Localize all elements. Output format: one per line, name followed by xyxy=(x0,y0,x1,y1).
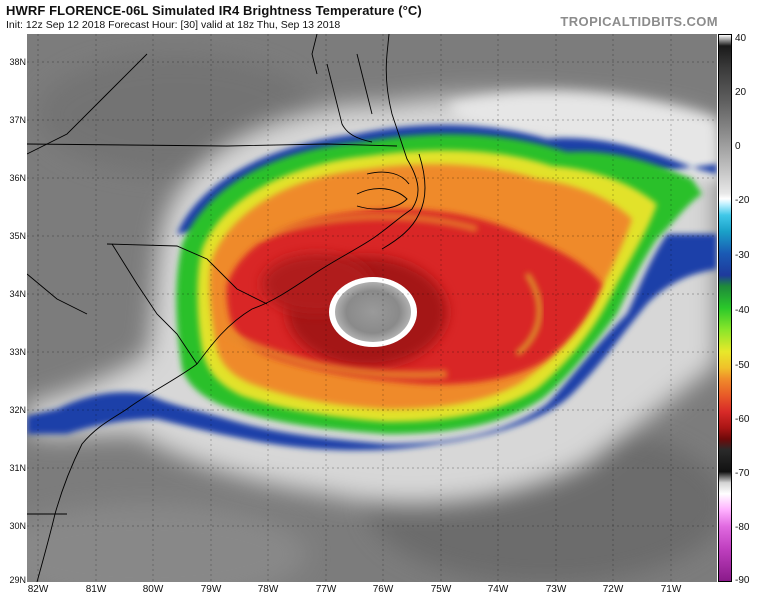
lon-label-72: 72W xyxy=(602,584,624,595)
graticule xyxy=(27,34,717,582)
lat-label-36: 36N xyxy=(9,173,26,183)
cbar-label-m70: -70 xyxy=(735,468,750,479)
lon-label-76: 76W xyxy=(372,584,394,595)
cbar-label-m20: -20 xyxy=(735,195,750,206)
cbar-label-m90: -90 xyxy=(735,575,750,586)
lon-label-71: 71W xyxy=(660,584,682,595)
cbar-label-m30: -30 xyxy=(735,250,750,261)
brightness-temperature-field xyxy=(27,34,717,582)
cbar-label-m60: -60 xyxy=(735,414,750,425)
lon-label-74: 74W xyxy=(487,584,509,595)
run-info: Init: 12z Sep 12 2018 Forecast Hour: [30… xyxy=(6,19,341,31)
lat-label-30: 30N xyxy=(9,521,26,531)
lat-label-34: 34N xyxy=(9,289,26,299)
lon-label-75: 75W xyxy=(430,584,452,595)
site-brand[interactable]: TROPICALTIDBITS.COM xyxy=(560,14,718,29)
lon-label-80: 80W xyxy=(142,584,164,595)
lat-label-38: 38N xyxy=(9,57,26,67)
lat-label-31: 31N xyxy=(9,463,26,473)
lon-label-77: 77W xyxy=(315,584,337,595)
cbar-label-20: 20 xyxy=(735,87,747,98)
header: HWRF FLORENCE-06L Simulated IR4 Brightne… xyxy=(0,0,758,34)
lon-label-82: 82W xyxy=(27,584,49,595)
cbar-label-40: 40 xyxy=(735,33,747,44)
lon-label-73: 73W xyxy=(545,584,567,595)
cbar-label-m80: -80 xyxy=(735,522,750,533)
satellite-map[interactable] xyxy=(27,34,717,582)
map-title: HWRF FLORENCE-06L Simulated IR4 Brightne… xyxy=(6,3,422,18)
lon-label-78: 78W xyxy=(257,584,279,595)
lon-label-79: 79W xyxy=(200,584,222,595)
lat-label-35: 35N xyxy=(9,231,26,241)
cbar-label-m50: -50 xyxy=(735,360,750,371)
lon-label-81: 81W xyxy=(85,584,107,595)
cbar-label-m40: -40 xyxy=(735,305,750,316)
coastlines xyxy=(27,34,426,582)
hurricane-eye xyxy=(335,282,411,342)
colorbar xyxy=(718,34,732,582)
cbar-label-0: 0 xyxy=(735,141,741,152)
lat-label-33: 33N xyxy=(9,347,26,357)
lat-label-37: 37N xyxy=(9,115,26,125)
lat-label-32: 32N xyxy=(9,405,26,415)
lat-label-29: 29N xyxy=(9,575,26,585)
